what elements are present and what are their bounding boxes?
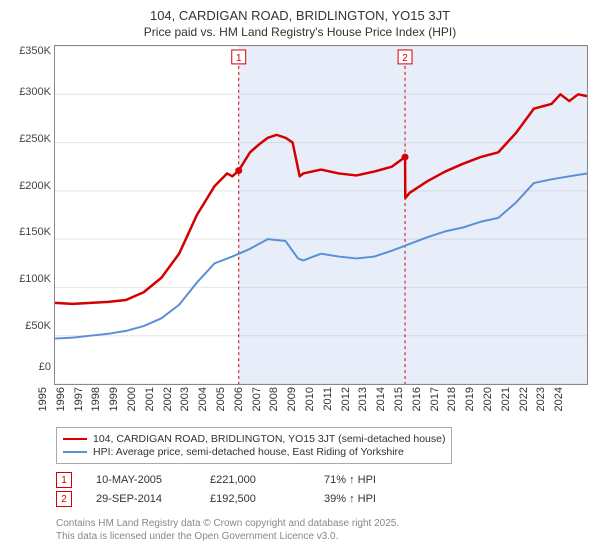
plot-area: 12	[54, 45, 588, 385]
svg-text:2: 2	[402, 53, 408, 64]
legend-item-property: 104, CARDIGAN ROAD, BRIDLINGTON, YO15 3J…	[63, 433, 445, 445]
y-tick-label: £250K	[12, 133, 54, 145]
y-axis: £350K £300K £250K £200K £150K £100K £50K £0	[12, 45, 54, 385]
legend-swatch-property	[63, 438, 87, 440]
footer-line-2: This data is licensed under the Open Gov…	[56, 530, 588, 543]
transaction-hpi-delta: 39% ↑ HPI	[324, 493, 414, 505]
y-tick-label: £100K	[12, 273, 54, 285]
svg-text:1: 1	[236, 53, 242, 64]
transaction-row: 2 29-SEP-2014 £192,500 39% ↑ HPI	[56, 491, 588, 507]
y-tick-label: £200K	[12, 180, 54, 192]
legend-label-hpi: HPI: Average price, semi-detached house,…	[93, 446, 404, 458]
y-tick-label: £50K	[12, 320, 54, 332]
transaction-price: £192,500	[210, 493, 300, 505]
transaction-date: 10-MAY-2005	[96, 474, 186, 486]
legend-label-property: 104, CARDIGAN ROAD, BRIDLINGTON, YO15 3J…	[93, 433, 445, 445]
footer-attribution: Contains HM Land Registry data © Crown c…	[56, 517, 588, 543]
chart-container: £350K£300K£250K£200K£150K£100K£50K£0 12 …	[12, 45, 588, 421]
transaction-row: 1 10-MAY-2005 £221,000 71% ↑ HPI	[56, 472, 588, 488]
legend-swatch-hpi	[63, 451, 87, 453]
transaction-marker-1: 1	[56, 472, 72, 488]
x-tick-label: 2024	[553, 387, 587, 411]
y-tick-label: £350K	[12, 45, 54, 57]
page-subtitle: Price paid vs. HM Land Registry's House …	[12, 25, 588, 39]
y-tick-label: £300K	[12, 86, 54, 98]
legend-item-hpi: HPI: Average price, semi-detached house,…	[63, 446, 445, 458]
transaction-hpi-delta: 71% ↑ HPI	[324, 474, 414, 486]
transactions-table: 1 10-MAY-2005 £221,000 71% ↑ HPI 2 29-SE…	[56, 472, 588, 507]
transaction-price: £221,000	[210, 474, 300, 486]
footer-line-1: Contains HM Land Registry data © Crown c…	[56, 517, 588, 530]
x-axis: 1995199619971998199920002001200220032004…	[54, 385, 588, 421]
line-chart: 12	[55, 46, 587, 384]
transaction-date: 29-SEP-2014	[96, 493, 186, 505]
y-tick-label: £150K	[12, 226, 54, 238]
page-title: 104, CARDIGAN ROAD, BRIDLINGTON, YO15 3J…	[12, 8, 588, 23]
transaction-marker-2: 2	[56, 491, 72, 507]
y-tick-label: £0	[12, 361, 54, 373]
legend: 104, CARDIGAN ROAD, BRIDLINGTON, YO15 3J…	[56, 427, 452, 464]
